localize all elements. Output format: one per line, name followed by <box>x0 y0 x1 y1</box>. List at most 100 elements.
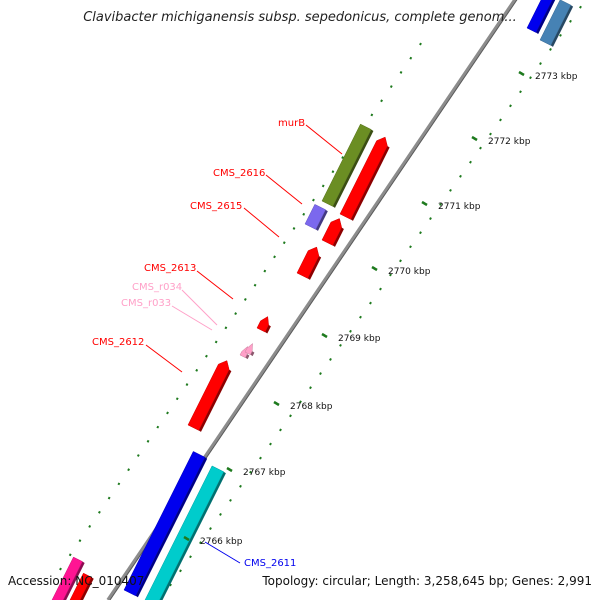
left-guide-dot <box>117 482 121 486</box>
gene-label: CMS_2615 <box>190 201 242 212</box>
topology-info: Topology: circular; Length: 3,258,645 bp… <box>262 574 592 588</box>
right-guide-dot <box>169 583 172 587</box>
left-guide-dot <box>399 70 403 74</box>
gene-bar-murB-side <box>332 129 374 208</box>
scale-tick-label: 2772 kbp <box>488 137 531 147</box>
right-guide-dot <box>539 62 542 65</box>
gene-leader-line <box>181 289 218 326</box>
gene-bar-red-bottom-side <box>80 577 94 600</box>
left-guide-dot <box>389 85 393 89</box>
scale-tick <box>273 400 280 407</box>
right-guide-dot <box>399 259 402 263</box>
right-guide-dot <box>419 231 422 235</box>
left-guide-dot <box>263 269 267 273</box>
gene-bar-pink-2-side <box>250 351 255 357</box>
right-guide-dot <box>519 90 522 94</box>
scale-tick-label: 2766 kbp <box>200 537 243 547</box>
gene-leader-line <box>305 124 343 155</box>
right-guide-dot <box>489 132 492 136</box>
right-guide-dot <box>349 329 352 333</box>
gene-bar-red-1-side <box>350 146 390 221</box>
gene-bar-blue-top <box>526 0 553 33</box>
right-guide-dot <box>269 442 272 446</box>
right-guide-dot <box>529 76 532 80</box>
right-guide-dot <box>219 513 222 516</box>
right-guide-dot <box>279 428 282 432</box>
gene-bar-purple-side <box>315 209 328 231</box>
scale-tick <box>226 466 233 473</box>
scale-tick-label: 2770 kbp <box>388 267 431 277</box>
scale-tick-label: 2771 kbp <box>438 202 481 212</box>
right-guide-dot <box>479 146 482 150</box>
right-guide-dot <box>379 287 382 291</box>
left-guide-dot <box>88 525 92 528</box>
left-guide-dot <box>380 99 383 103</box>
accession-value: NC_010407 <box>75 574 145 588</box>
gene-label: CMS_2613 <box>144 263 196 274</box>
gene-leader-line <box>145 344 183 373</box>
gene-bar-red-bottom <box>69 572 92 600</box>
scale-tick-label: 2769 kbp <box>338 334 381 344</box>
scale-tick-label: 2768 kbp <box>290 402 333 412</box>
scale-tick <box>518 70 525 77</box>
gene-label: murB <box>278 118 305 129</box>
right-guide-dot <box>469 160 472 164</box>
left-guide-dot <box>214 340 218 344</box>
left-guide-dot <box>166 411 169 415</box>
left-guide-dot <box>273 255 276 259</box>
right-guide-dot <box>319 372 322 375</box>
gene-leader-line <box>265 174 303 205</box>
gene-features <box>51 0 574 600</box>
scale-tick <box>471 135 478 142</box>
gene-bar-purple <box>304 203 326 230</box>
right-guide-dot <box>449 188 452 192</box>
gene-bar-red-3-side <box>307 256 322 280</box>
right-guide-dot <box>459 174 462 178</box>
scale-tick <box>183 535 190 542</box>
gene-label: CMS_r034 <box>132 282 182 293</box>
gene-label: CMS_2611 <box>244 558 296 569</box>
right-guide-dot <box>359 315 362 319</box>
gene-labels: murB CMS_2616 CMS_2615 CMS_2613 CMS_r034 CMS_… <box>92 118 343 569</box>
right-guide-dot <box>569 19 572 23</box>
gene-label: CMS_2616 <box>213 168 265 179</box>
accession-label: Accession: <box>8 574 72 588</box>
left-guide-dot <box>224 326 228 330</box>
left-guide-dot <box>98 510 101 514</box>
left-guide-dot <box>409 56 413 60</box>
right-guide-dot <box>299 400 302 404</box>
left-guide-dot <box>156 425 160 429</box>
left-guide-dot <box>282 241 286 245</box>
scale-tick <box>321 332 328 339</box>
left-guide-dot <box>205 354 208 358</box>
right-guide-dot <box>409 245 412 249</box>
left-guide-dot <box>195 368 199 372</box>
left-guide-dot <box>243 297 247 301</box>
gene-bar-blue-top-side <box>535 0 556 34</box>
right-guide-dot <box>429 217 432 220</box>
right-guide-dot <box>309 386 312 390</box>
right-guide-dot <box>549 48 552 51</box>
gene-bar-blue-long <box>123 451 206 597</box>
left-guide-dot <box>312 198 315 202</box>
right-guide-dot <box>339 343 342 347</box>
gene-bar-red-2 <box>321 218 342 246</box>
gene-bar-magenta <box>51 556 83 600</box>
left-guide-dot <box>107 496 111 500</box>
gene-bar-murB <box>321 123 372 207</box>
right-guide-dot <box>259 456 262 460</box>
left-guide-dot <box>136 454 140 457</box>
scale-ticks: 2773 kbp 2772 kbp 2771 kbp 2770 kbp 2769 kbp… <box>183 70 578 547</box>
right-guide-dot <box>289 414 292 418</box>
left-guide-dot <box>127 468 130 472</box>
left-guide-dot <box>175 397 179 401</box>
right-guide-dot <box>369 301 372 305</box>
scale-tick-label: 2773 kbp <box>535 72 578 82</box>
gene-bar-red-small <box>256 316 269 333</box>
left-guide-dot <box>146 439 150 443</box>
gene-leader-line <box>204 541 241 564</box>
gene-bar-red-small-side <box>265 324 271 334</box>
right-guide-dot <box>179 569 182 573</box>
gene-bar-magenta-side <box>63 561 85 600</box>
